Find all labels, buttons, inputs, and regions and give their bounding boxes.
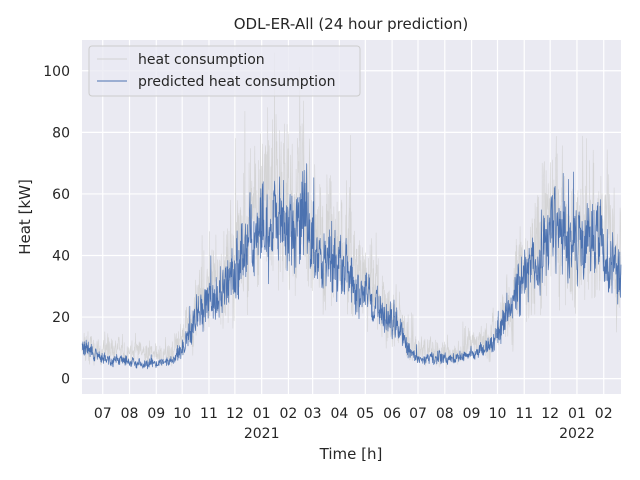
x-tick-label: 10 <box>173 406 191 422</box>
x-tick-label: 05 <box>356 406 374 422</box>
x-tick-label: 12 <box>226 406 244 422</box>
x-tick-label: 01 <box>253 406 271 422</box>
y-tick-labels: 0 20 40 60 80 100 <box>43 64 70 388</box>
y-tick-label: 20 <box>52 310 70 326</box>
x-tick-label: 10 <box>489 406 507 422</box>
y-axis-label: Heat [kW] <box>16 179 34 255</box>
x-tick-label: 09 <box>463 406 481 422</box>
y-tick-label: 0 <box>61 372 70 388</box>
x-tick-label: 12 <box>541 406 559 422</box>
x-tick-label: 04 <box>330 406 348 422</box>
legend-box <box>88 45 361 97</box>
x-tick-label: 01 <box>568 406 586 422</box>
x-tick-label: 02 <box>595 406 613 422</box>
y-tick-label: 80 <box>52 125 70 141</box>
x-tick-label: 02 <box>280 406 298 422</box>
series-layer <box>81 52 622 370</box>
series-line-predicted-heat-consumption <box>81 163 622 370</box>
y-tick-label: 60 <box>52 187 70 203</box>
legend: heat consumption predicted heat consumpt… <box>88 45 361 97</box>
legend-label-predicted-heat-consumption: predicted heat consumption <box>138 74 336 90</box>
x-tick-year-label: 2021 <box>244 426 280 442</box>
y-tick-label: 40 <box>52 248 70 264</box>
x-tick-label: 08 <box>121 406 139 422</box>
y-tick-label: 100 <box>43 64 70 80</box>
x-tick-label: 09 <box>147 406 165 422</box>
x-tick-label: 07 <box>94 406 112 422</box>
legend-label-heat-consumption: heat consumption <box>138 52 265 68</box>
x-tick-label: 06 <box>383 406 401 422</box>
x-tick-label: 11 <box>200 406 218 422</box>
x-tick-year-label: 2022 <box>559 426 595 442</box>
series-line-heat-consumption <box>81 52 622 369</box>
chart-title: ODL-ER-All (24 hour prediction) <box>234 15 469 33</box>
x-tick-label: 08 <box>436 406 454 422</box>
x-axis-label: Time [h] <box>319 445 383 463</box>
x-tick-label: 07 <box>409 406 427 422</box>
x-gridlines <box>102 40 605 394</box>
x-tick-label: 03 <box>304 406 322 422</box>
x-tick-label: 11 <box>515 406 533 422</box>
